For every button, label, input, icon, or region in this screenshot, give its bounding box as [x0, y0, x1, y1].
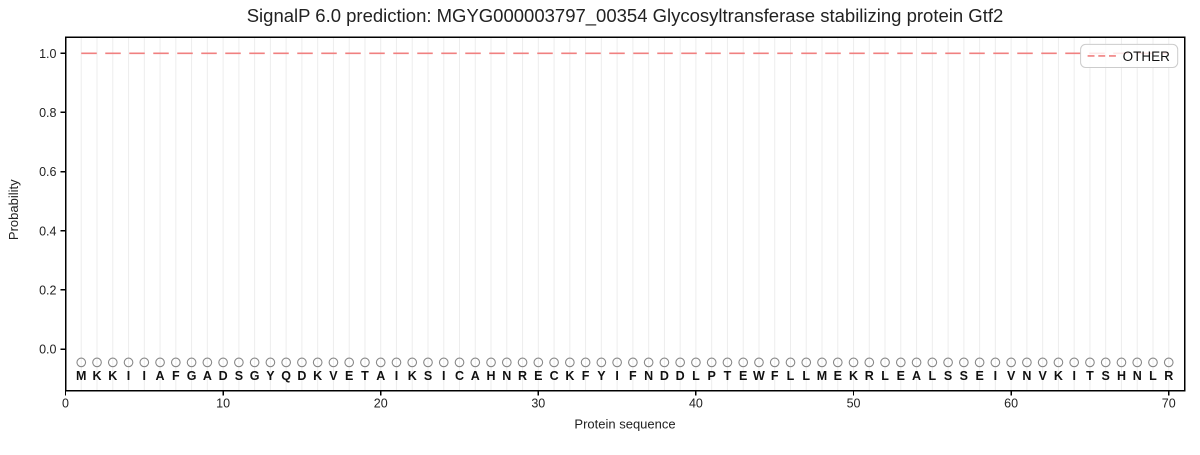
svg-text:0.8: 0.8	[39, 106, 56, 120]
svg-text:Protein sequence: Protein sequence	[574, 417, 675, 432]
svg-text:E: E	[739, 369, 747, 383]
svg-text:L: L	[787, 369, 795, 383]
svg-text:W: W	[753, 369, 765, 383]
svg-text:N: N	[1022, 369, 1031, 383]
svg-text:I: I	[1072, 369, 1075, 383]
svg-text:60: 60	[1004, 397, 1018, 411]
svg-text:T: T	[1086, 369, 1094, 383]
svg-text:T: T	[361, 369, 369, 383]
svg-text:M: M	[817, 369, 827, 383]
svg-text:K: K	[849, 369, 858, 383]
svg-text:G: G	[250, 369, 260, 383]
svg-text:S: S	[960, 369, 968, 383]
svg-text:K: K	[1054, 369, 1063, 383]
svg-text:I: I	[994, 369, 997, 383]
svg-text:0.4: 0.4	[39, 224, 56, 238]
svg-text:OTHER: OTHER	[1123, 49, 1171, 64]
svg-text:H: H	[487, 369, 496, 383]
svg-text:0.6: 0.6	[39, 165, 56, 179]
svg-text:Probability: Probability	[6, 179, 21, 240]
svg-text:K: K	[313, 369, 322, 383]
svg-text:R: R	[518, 369, 527, 383]
svg-text:0: 0	[62, 397, 69, 411]
svg-text:C: C	[550, 369, 559, 383]
svg-text:Y: Y	[597, 369, 606, 383]
svg-text:V: V	[1007, 369, 1016, 383]
svg-text:S: S	[1102, 369, 1110, 383]
svg-text:K: K	[408, 369, 417, 383]
svg-text:K: K	[565, 369, 574, 383]
svg-text:D: D	[660, 369, 669, 383]
svg-text:A: A	[376, 369, 385, 383]
svg-text:20: 20	[374, 397, 388, 411]
svg-text:A: A	[203, 369, 212, 383]
svg-text:30: 30	[531, 397, 545, 411]
svg-text:L: L	[692, 369, 700, 383]
svg-text:H: H	[1117, 369, 1126, 383]
svg-text:D: D	[219, 369, 228, 383]
svg-text:P: P	[708, 369, 716, 383]
svg-text:I: I	[442, 369, 445, 383]
svg-text:V: V	[1038, 369, 1047, 383]
svg-text:SignalP 6.0 prediction: MGYG00: SignalP 6.0 prediction: MGYG000003797_00…	[247, 5, 1004, 27]
svg-text:Q: Q	[281, 369, 291, 383]
svg-text:F: F	[582, 369, 590, 383]
svg-text:N: N	[644, 369, 653, 383]
svg-text:C: C	[455, 369, 464, 383]
svg-text:K: K	[108, 369, 117, 383]
svg-text:T: T	[724, 369, 732, 383]
svg-text:L: L	[881, 369, 889, 383]
svg-text:D: D	[297, 369, 306, 383]
svg-text:F: F	[771, 369, 779, 383]
svg-text:0.0: 0.0	[39, 343, 56, 357]
svg-text:40: 40	[689, 397, 703, 411]
svg-text:D: D	[676, 369, 685, 383]
svg-text:L: L	[1149, 369, 1157, 383]
svg-text:S: S	[944, 369, 952, 383]
svg-text:70: 70	[1162, 397, 1176, 411]
svg-text:N: N	[1133, 369, 1142, 383]
svg-text:E: E	[975, 369, 983, 383]
svg-text:G: G	[187, 369, 197, 383]
svg-text:E: E	[534, 369, 542, 383]
svg-text:I: I	[143, 369, 146, 383]
svg-text:R: R	[1164, 369, 1173, 383]
svg-text:I: I	[127, 369, 130, 383]
svg-text:1.0: 1.0	[39, 47, 56, 61]
svg-text:R: R	[865, 369, 874, 383]
svg-text:A: A	[912, 369, 921, 383]
svg-text:L: L	[802, 369, 810, 383]
svg-text:F: F	[172, 369, 180, 383]
svg-text:I: I	[615, 369, 618, 383]
svg-text:E: E	[834, 369, 842, 383]
svg-text:L: L	[929, 369, 937, 383]
svg-text:E: E	[345, 369, 353, 383]
svg-text:Y: Y	[266, 369, 275, 383]
svg-text:10: 10	[216, 397, 230, 411]
svg-text:V: V	[329, 369, 338, 383]
svg-text:M: M	[76, 369, 86, 383]
svg-text:A: A	[471, 369, 480, 383]
svg-text:F: F	[629, 369, 637, 383]
svg-text:K: K	[93, 369, 102, 383]
svg-text:S: S	[235, 369, 243, 383]
svg-text:I: I	[395, 369, 398, 383]
svg-text:50: 50	[847, 397, 861, 411]
svg-text:S: S	[424, 369, 432, 383]
svg-text:N: N	[502, 369, 511, 383]
svg-text:A: A	[156, 369, 165, 383]
svg-text:E: E	[897, 369, 905, 383]
svg-text:0.2: 0.2	[39, 283, 56, 297]
